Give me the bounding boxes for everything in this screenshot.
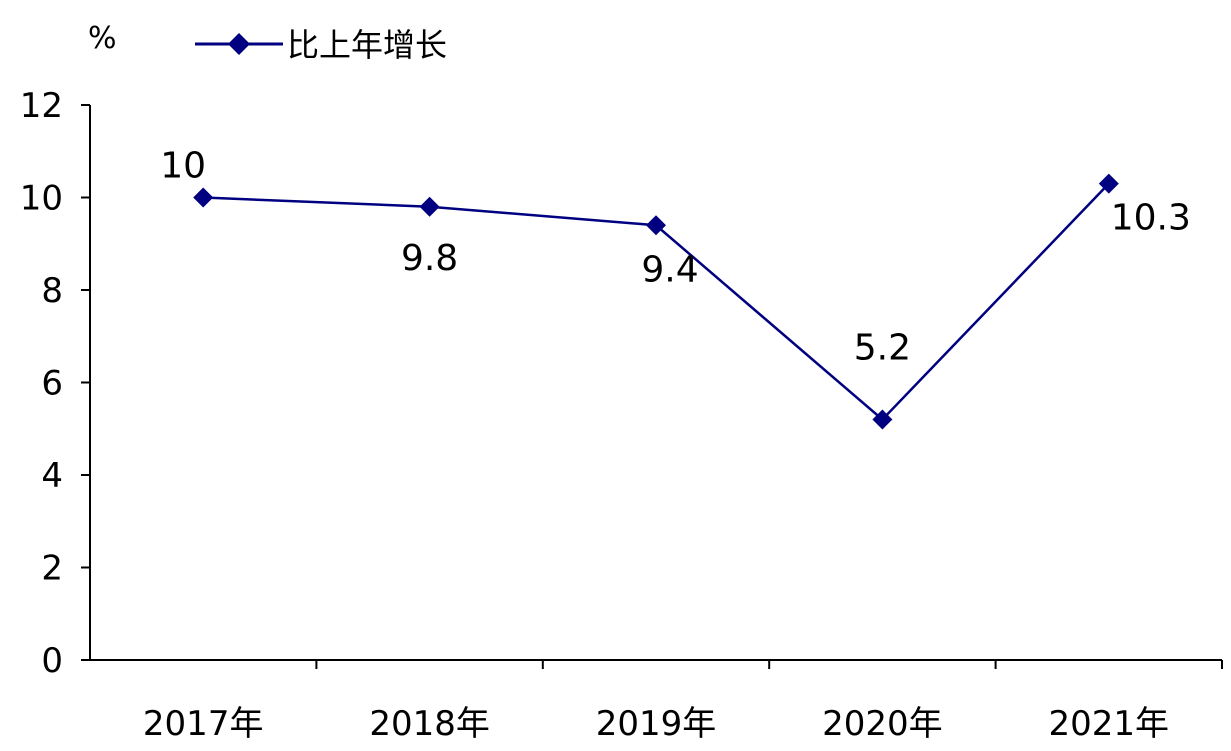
data-label: 5.2 [854, 328, 911, 369]
data-point-marker [193, 187, 214, 208]
data-point-marker [646, 215, 666, 236]
y-tick-label: 10 [20, 179, 63, 219]
data-label: 10.3 [1111, 198, 1191, 239]
y-tick-label: 12 [20, 86, 63, 126]
axes [89, 105, 1222, 661]
legend: 比上年增长 [195, 26, 447, 64]
data-labels: 10 9.8 9.4 5.2 10.3 [160, 146, 1191, 369]
y-tick-label: 2 [41, 549, 63, 589]
data-label: 9.8 [401, 238, 458, 279]
x-tick-label: 2020年 [822, 704, 943, 744]
x-tick-label: 2017年 [143, 704, 264, 744]
data-point-marker [872, 409, 893, 430]
y-tick-label: 6 [41, 364, 63, 404]
y-tick-label: 4 [41, 456, 63, 496]
legend-label: 比上年增长 [287, 26, 447, 64]
y-axis-ticks: 0 2 4 6 8 10 12 [20, 86, 90, 681]
y-tick-label: 8 [41, 271, 63, 311]
y-unit-label: % [88, 21, 117, 56]
data-label: 10 [160, 146, 206, 187]
y-tick-label: 0 [41, 641, 63, 681]
x-tick-label: 2021年 [1049, 704, 1170, 744]
x-tick-label: 2018年 [369, 704, 490, 744]
data-label: 9.4 [641, 249, 698, 290]
x-tick-label: 2019年 [596, 704, 717, 744]
x-axis-ticks: 2017年 2018年 2019年 2020年 2021年 [143, 660, 1223, 744]
data-point-marker [419, 196, 440, 217]
legend-marker-swatch [228, 33, 250, 55]
data-point-marker [1098, 173, 1119, 194]
series-markers [193, 173, 1119, 430]
